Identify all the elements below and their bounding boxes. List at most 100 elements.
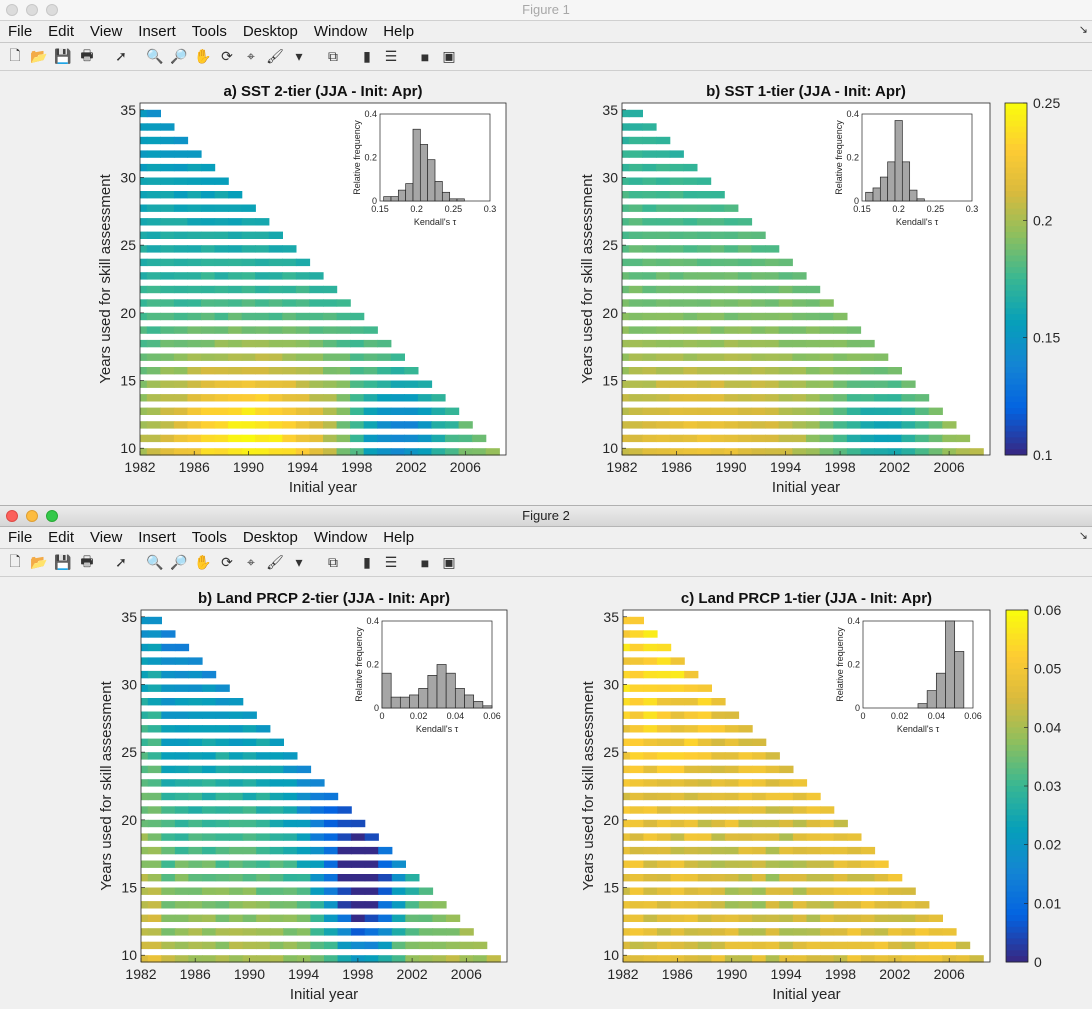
heatmap-cell xyxy=(860,367,875,375)
brush-dropdown-icon[interactable]: ▾ xyxy=(295,554,303,570)
minimize-window-button[interactable] xyxy=(26,4,38,16)
heatmap-cell xyxy=(241,353,256,361)
menu-window[interactable]: Window xyxy=(313,23,368,40)
heatmap-cell xyxy=(656,326,671,334)
brush-icon[interactable]: 🖌 xyxy=(266,554,284,570)
new-figure-icon[interactable]: 🗋 xyxy=(9,552,21,569)
brush-icon[interactable]: 🖌 xyxy=(266,48,284,64)
colorbar-segment xyxy=(1005,302,1027,309)
heatmap-cell xyxy=(737,299,753,307)
save-icon[interactable]: 💾 xyxy=(54,554,72,570)
close-window-button[interactable] xyxy=(6,4,18,16)
menu-edit[interactable]: Edit xyxy=(48,23,75,40)
edit-plot-arrow-icon[interactable]: ➚ xyxy=(115,554,127,570)
insert-legend-icon[interactable]: ☰ xyxy=(384,554,398,570)
heatmap-cell xyxy=(724,407,739,415)
heatmap-cell xyxy=(792,833,808,841)
link-plot-icon[interactable]: ⧉ xyxy=(328,48,338,64)
brush-dropdown-icon[interactable]: ▾ xyxy=(295,48,303,64)
link-plot-icon[interactable]: ⧉ xyxy=(328,554,338,570)
pan-hand-icon[interactable]: ✋ xyxy=(194,48,212,64)
show-plot-tools-icon[interactable]: ▣ xyxy=(442,48,456,64)
menu-window[interactable]: Window xyxy=(313,529,368,546)
menu-view[interactable]: View xyxy=(90,23,123,40)
colorbar-segment xyxy=(1005,126,1027,133)
heatmap-cell xyxy=(928,955,943,963)
heatmap-cell xyxy=(642,136,657,145)
new-figure-icon[interactable]: 🗋 xyxy=(9,46,21,63)
dock-arrow-icon[interactable]: ↘ xyxy=(1078,24,1088,36)
zoom-in-icon[interactable]: 🔍 xyxy=(146,554,164,570)
heatmap-cell xyxy=(724,738,740,746)
zoom-out-icon[interactable]: 🔎 xyxy=(170,554,188,570)
dock-arrow-icon[interactable]: ↘ xyxy=(1078,530,1088,542)
zoom-out-icon[interactable]: 🔎 xyxy=(170,48,188,64)
heatmap-cell xyxy=(711,752,726,760)
heatmap-cell xyxy=(751,272,766,280)
minimize-window-button[interactable] xyxy=(26,510,38,522)
heatmap-cell xyxy=(670,765,685,774)
menu-desktop[interactable]: Desktop xyxy=(242,529,298,546)
menu-desktop[interactable]: Desktop xyxy=(242,23,298,40)
pan-hand-icon[interactable]: ✋ xyxy=(194,554,212,570)
colorbar-segment xyxy=(1005,296,1027,303)
colorbar-segment xyxy=(1006,698,1028,705)
heatmap-cell xyxy=(228,421,243,429)
colorbar-segment xyxy=(1006,768,1028,775)
heatmap-cell xyxy=(697,339,712,348)
heatmap-cell xyxy=(628,407,643,415)
colorbar-segment xyxy=(1006,944,1028,951)
heatmap-cell xyxy=(160,380,175,388)
heatmap-cell xyxy=(147,941,162,950)
title-bar[interactable]: Figure 2 xyxy=(0,506,1092,527)
heatmap-cell xyxy=(187,177,202,185)
menu-insert[interactable]: Insert xyxy=(138,23,176,40)
menu-tools[interactable]: Tools xyxy=(191,529,227,546)
insert-colorbar-icon[interactable]: ▮ xyxy=(363,554,371,570)
zoom-in-icon[interactable]: 🔍 xyxy=(146,48,164,64)
zoom-window-button[interactable] xyxy=(46,510,58,522)
heatmap-cell xyxy=(296,901,312,909)
rotate-3d-icon[interactable]: ⟳ xyxy=(221,554,233,570)
data-cursor-icon[interactable]: ⌖ xyxy=(247,554,255,570)
print-icon[interactable]: 🖶 xyxy=(80,46,94,63)
heatmap-cell xyxy=(146,448,161,456)
histogram-bar xyxy=(935,672,946,709)
menu-view[interactable]: View xyxy=(90,529,123,546)
menu-help[interactable]: Help xyxy=(383,529,415,546)
menu-tools[interactable]: Tools xyxy=(191,23,227,40)
heatmap-cell xyxy=(642,394,657,402)
menu-file[interactable]: File xyxy=(8,529,33,546)
heatmap-cell xyxy=(628,299,643,307)
heatmap-cell xyxy=(255,245,270,253)
heatmap-cell xyxy=(390,421,405,429)
show-plot-tools-icon[interactable]: ▣ xyxy=(442,554,456,570)
save-icon[interactable]: 💾 xyxy=(54,48,72,64)
inset-x-tick-label: 0.2 xyxy=(410,204,423,214)
hide-plot-tools-icon[interactable]: ■ xyxy=(420,48,430,65)
open-file-icon[interactable]: 📂 xyxy=(30,554,48,570)
heatmap-cell xyxy=(242,860,257,868)
close-window-button[interactable] xyxy=(6,510,18,522)
zoom-window-button[interactable] xyxy=(46,4,58,16)
rotate-3d-icon[interactable]: ⟳ xyxy=(221,48,233,64)
data-cursor-icon[interactable]: ⌖ xyxy=(247,48,255,64)
hide-plot-tools-icon[interactable]: ■ xyxy=(420,554,430,571)
menu-edit[interactable]: Edit xyxy=(48,529,75,546)
menu-insert[interactable]: Insert xyxy=(138,529,176,546)
title-bar[interactable]: Figure 1 xyxy=(0,0,1092,21)
open-file-icon[interactable]: 📂 xyxy=(30,48,48,64)
y-tick-label: 30 xyxy=(603,676,619,692)
histogram-bar xyxy=(872,187,881,202)
heatmap-cell xyxy=(629,643,644,652)
heatmap-cell xyxy=(820,955,835,963)
heatmap-cell xyxy=(310,860,325,868)
edit-plot-arrow-icon[interactable]: ➚ xyxy=(115,48,127,64)
heatmap-cell xyxy=(296,833,312,841)
menu-file[interactable]: File xyxy=(8,23,33,40)
print-icon[interactable]: 🖶 xyxy=(80,552,94,569)
menu-help[interactable]: Help xyxy=(383,23,415,40)
heatmap-cell xyxy=(779,887,794,895)
insert-legend-icon[interactable]: ☰ xyxy=(384,48,398,64)
insert-colorbar-icon[interactable]: ▮ xyxy=(363,48,371,64)
